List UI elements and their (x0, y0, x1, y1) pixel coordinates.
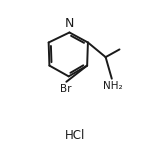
Text: N: N (65, 17, 74, 30)
Text: Br: Br (60, 84, 71, 94)
Text: HCl: HCl (65, 129, 85, 142)
Text: NH₂: NH₂ (103, 81, 122, 91)
